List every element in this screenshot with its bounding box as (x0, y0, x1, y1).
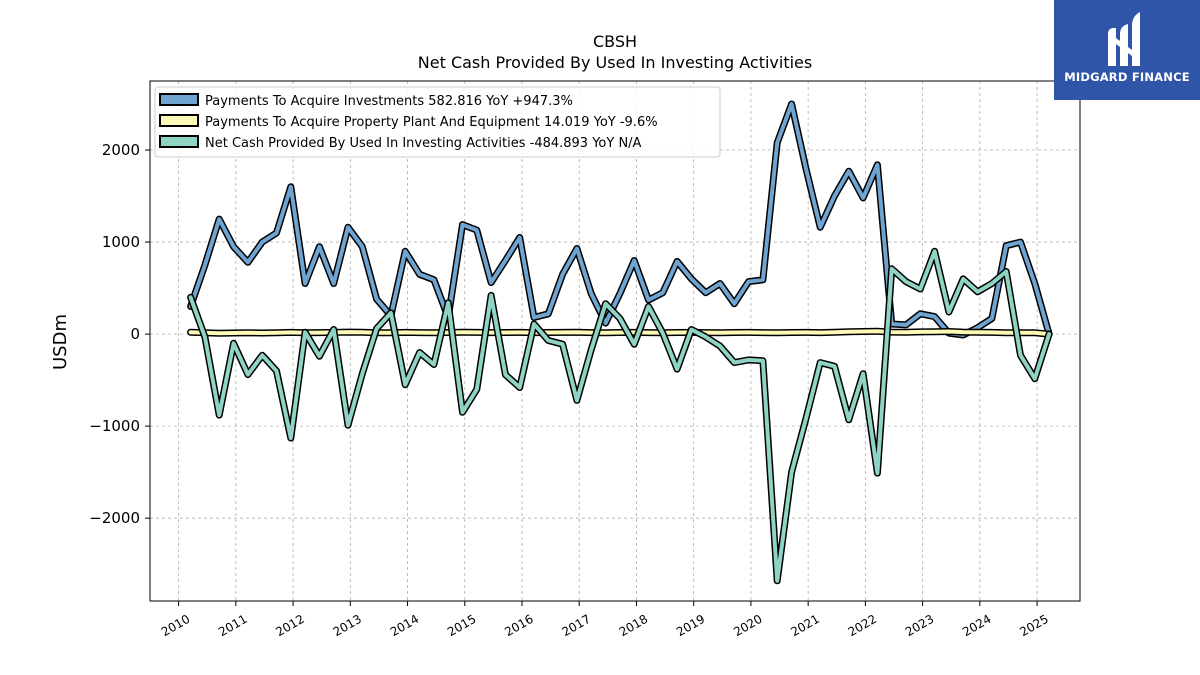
y-axis-label: USDm (50, 314, 71, 370)
y-tick-label: 2000 (102, 141, 140, 159)
legend-swatch (159, 135, 199, 148)
x-tick-label: 2022 (846, 612, 879, 639)
series-layer (187, 100, 1053, 585)
y-tick-label: 1000 (102, 233, 140, 251)
legend-label: Net Cash Provided By Used In Investing A… (205, 136, 642, 151)
x-tick-label: 2019 (674, 612, 707, 639)
x-tick-label: 2012 (273, 612, 306, 639)
x-tick-label: 2015 (445, 612, 478, 639)
x-tick-label: 2023 (903, 612, 936, 639)
x-tick-label: 2017 (560, 612, 593, 639)
legend-swatch (159, 93, 199, 106)
x-tick-label: 2021 (788, 612, 821, 639)
legend-box (154, 86, 721, 158)
x-tick-label: 2025 (1017, 612, 1050, 639)
y-axis: −2000 −1000 0 1000 2000 (89, 141, 150, 527)
midgard-logo-icon (1108, 12, 1140, 66)
legend-label: Payments To Acquire Property Plant And E… (205, 115, 658, 130)
x-tick-label: 2014 (388, 612, 421, 639)
series-line-2 (188, 249, 1052, 583)
x-tick-label: 2018 (617, 612, 650, 639)
y-tick-label: −2000 (89, 509, 140, 527)
legend: Payments To Acquire Investments 582.816 … (154, 86, 721, 158)
brand-logo: MIDGARD FINANCE (1054, 0, 1200, 100)
brand-name: MIDGARD FINANCE (1064, 70, 1190, 84)
series-line-1 (188, 329, 1052, 337)
grid-lines (150, 81, 1080, 601)
legend-swatch (159, 114, 199, 127)
x-axis: 2010 2011 2012 2013 2014 2015 2016 2017 2018 2019… (159, 601, 1051, 639)
chart-title: CBSH (593, 32, 637, 51)
chart-subtitle: Net Cash Provided By Used In Investing A… (418, 53, 812, 72)
x-tick-label: 2016 (502, 612, 535, 639)
y-tick-label: −1000 (89, 417, 140, 435)
x-tick-label: 2024 (960, 612, 993, 639)
x-tick-label: 2013 (331, 612, 364, 639)
x-tick-label: 2011 (216, 612, 249, 639)
plot-frame (149, 80, 1081, 602)
x-tick-label: 2010 (159, 612, 192, 639)
x-tick-label: 2020 (731, 612, 764, 639)
y-tick-label: 0 (130, 325, 140, 343)
series-line-0 (188, 102, 1052, 337)
legend-label: Payments To Acquire Investments 582.816 … (205, 94, 573, 109)
